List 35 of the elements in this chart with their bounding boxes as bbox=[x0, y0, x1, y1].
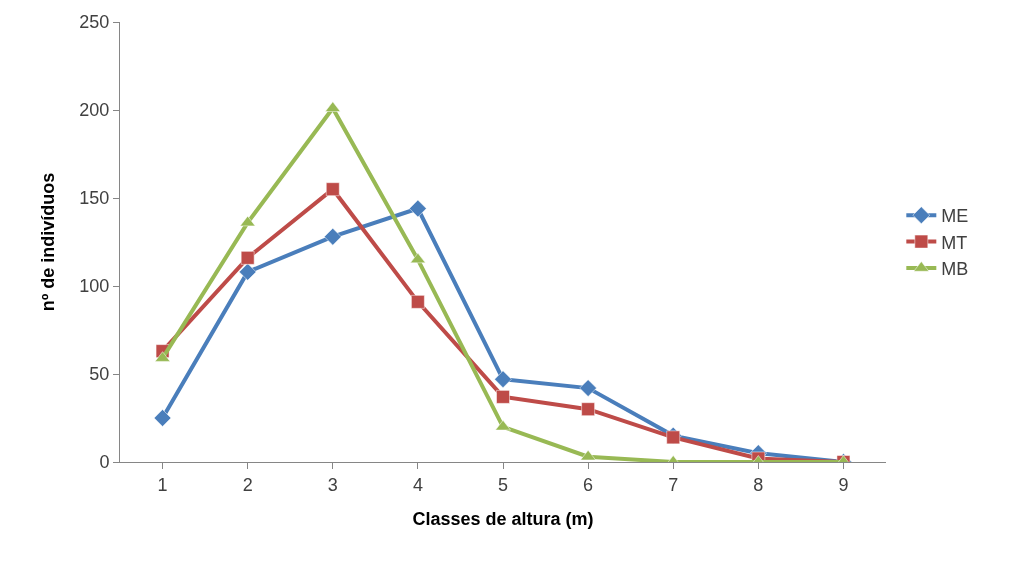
y-tick-label: 250 bbox=[79, 12, 110, 33]
y-tick-label: 50 bbox=[89, 364, 110, 385]
point bbox=[494, 370, 512, 389]
point bbox=[325, 182, 340, 197]
y-tick-label: 200 bbox=[79, 100, 110, 121]
point bbox=[323, 227, 342, 246]
x-tick-label: 4 bbox=[412, 474, 423, 495]
point bbox=[496, 389, 510, 404]
point bbox=[408, 199, 427, 218]
x-tick-label: 8 bbox=[753, 474, 764, 495]
x-tick-label: 7 bbox=[668, 474, 679, 495]
point bbox=[579, 379, 598, 398]
y-tick-label: 0 bbox=[99, 452, 110, 473]
point bbox=[580, 449, 597, 461]
x-tick-label: 6 bbox=[583, 474, 594, 495]
point bbox=[581, 402, 596, 417]
legend-label: MB bbox=[941, 259, 969, 280]
point bbox=[238, 262, 257, 281]
x-tick-label: 3 bbox=[327, 474, 338, 495]
x-tick-label: 9 bbox=[838, 474, 849, 495]
x-tick-label: 2 bbox=[242, 474, 253, 495]
point bbox=[410, 294, 425, 309]
x-axis-title: Classes de altura (m) bbox=[412, 508, 594, 529]
y-tick-label: 100 bbox=[79, 276, 110, 297]
point bbox=[409, 252, 426, 264]
legend-label: MT bbox=[941, 232, 968, 253]
point bbox=[153, 409, 172, 427]
point bbox=[239, 215, 256, 227]
legend-label: ME bbox=[941, 206, 969, 227]
point bbox=[666, 430, 681, 445]
y-tick-label: 150 bbox=[79, 188, 110, 209]
y-axis-title: nº de indivíduos bbox=[37, 172, 58, 312]
point bbox=[240, 250, 255, 265]
x-tick-label: 1 bbox=[157, 474, 168, 495]
x-tick-label: 5 bbox=[497, 474, 509, 495]
